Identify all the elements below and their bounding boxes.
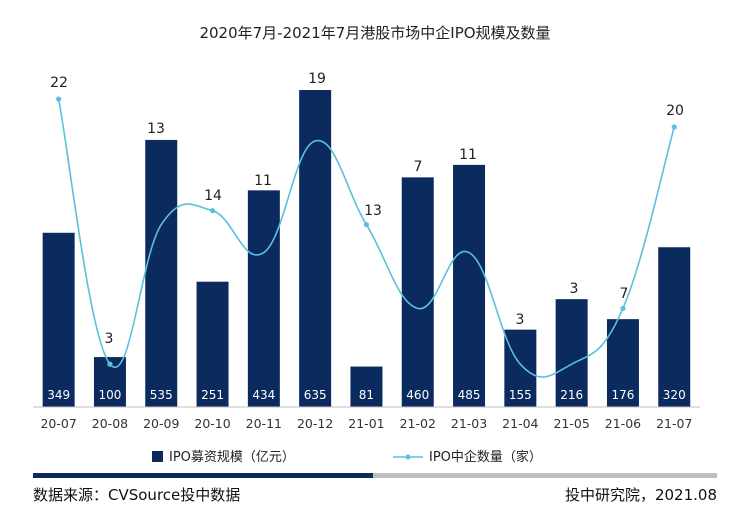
x-tick-label: 20-07 xyxy=(40,416,76,431)
bar-value-label: 535 xyxy=(150,388,173,402)
footer-bar-dark xyxy=(33,473,373,478)
x-tick-label: 21-01 xyxy=(348,416,384,431)
count-value-label: 13 xyxy=(147,121,165,137)
count-point xyxy=(56,96,62,102)
bar-value-label: 155 xyxy=(509,388,532,402)
count-point xyxy=(671,124,677,130)
footer-source: 数据来源：CVSource投中数据 xyxy=(33,486,240,504)
bar-value-label: 216 xyxy=(560,388,583,402)
chart-title: 2020年7月-2021年7月港股市场中企IPO规模及数量 xyxy=(199,24,550,42)
count-value-label: 19 xyxy=(308,71,326,87)
count-value-label: 13 xyxy=(364,203,382,219)
ticks-layer: 20-07 20-08 20-09 20-10 20-11 20-12 21-01 21-02… xyxy=(40,416,692,431)
legend-bar-label: IPO募资规模（亿元） xyxy=(169,450,295,465)
bar-value-label: 251 xyxy=(201,388,224,402)
count-value-label: 22 xyxy=(50,75,68,91)
line-layer: 22 3 13 14 11 19 13 7 11 3 3 7 20 xyxy=(50,71,684,378)
x-tick-label: 21-02 xyxy=(400,416,436,431)
count-point xyxy=(363,222,370,228)
legend-bar-swatch xyxy=(152,451,163,462)
bar-20-10 xyxy=(196,281,229,407)
bar-20-12 xyxy=(299,90,332,407)
count-point xyxy=(209,208,216,214)
x-tick-label: 21-07 xyxy=(656,416,692,431)
x-tick-label: 21-06 xyxy=(605,416,641,431)
count-value-label: 11 xyxy=(459,147,477,163)
bar-value-label: 460 xyxy=(406,388,429,402)
count-point xyxy=(620,305,626,311)
legend-line-label: IPO中企数量（家） xyxy=(429,449,542,465)
bar-value-label: 176 xyxy=(611,388,634,402)
count-value-label: 11 xyxy=(254,173,272,189)
bar-value-label: 320 xyxy=(663,388,686,402)
count-value-label: 3 xyxy=(570,281,579,297)
bar-21-07 xyxy=(658,247,691,407)
count-value-label: 20 xyxy=(666,103,684,119)
x-tick-label: 20-10 xyxy=(194,416,230,431)
x-tick-label: 20-09 xyxy=(143,416,179,431)
count-value-label: 3 xyxy=(516,312,525,328)
bar-value-label: 485 xyxy=(458,388,481,402)
legend: IPO募资规模（亿元） IPO中企数量（家） xyxy=(152,449,542,465)
bar-20-11 xyxy=(247,190,280,407)
bar-21-03 xyxy=(453,164,486,407)
x-tick-label: 21-05 xyxy=(553,416,589,431)
x-tick-label: 21-03 xyxy=(451,416,487,431)
x-tick-label: 21-04 xyxy=(502,416,538,431)
count-value-label: 7 xyxy=(620,286,629,302)
bar-value-label: 100 xyxy=(98,388,121,402)
bar-21-02 xyxy=(401,177,434,407)
count-point xyxy=(107,361,113,367)
bar-20-07 xyxy=(42,232,75,407)
count-value-label: 7 xyxy=(414,159,423,175)
bar-21-05 xyxy=(555,299,588,407)
bar-21-04 xyxy=(504,329,537,407)
bar-value-label: 81 xyxy=(359,388,374,402)
x-tick-label: 20-08 xyxy=(92,416,128,431)
bar-20-09 xyxy=(145,139,178,407)
legend-line-marker xyxy=(405,454,411,460)
footer-bar-light xyxy=(373,473,717,478)
count-line xyxy=(57,98,676,378)
bar-value-label: 349 xyxy=(47,388,70,402)
footer-publisher: 投中研究院，2021.08 xyxy=(565,486,717,504)
bar-value-label: 434 xyxy=(252,388,275,402)
count-value-label: 3 xyxy=(105,331,114,347)
count-value-label: 14 xyxy=(204,188,222,204)
x-tick-label: 20-12 xyxy=(297,416,333,431)
bar-value-label: 635 xyxy=(304,388,327,402)
bar-21-06 xyxy=(606,319,639,407)
bar-21-01 xyxy=(350,366,383,407)
bars-layer: 349 100 535 251 434 635 81 460 485 155 216 176 320 xyxy=(42,90,691,407)
x-tick-label: 20-11 xyxy=(246,416,282,431)
